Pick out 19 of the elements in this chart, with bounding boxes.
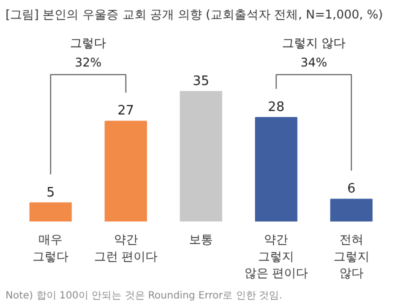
data-label: 28 [268, 100, 284, 115]
bar [104, 120, 147, 222]
chart-title: [그림] 본인의 우울증 교회 공개 의향 (교회출석자 전체, N=1,000, %) [6, 8, 383, 22]
x-tick-label: 전혀 그렇지 않다 [333, 232, 370, 280]
bar [180, 91, 222, 222]
data-label: 5 [46, 185, 55, 200]
text: 그렇다 32% [70, 36, 106, 70]
bar [29, 202, 72, 222]
x-tick-label: 약간 그렇지 않은 편이다 [244, 232, 308, 280]
text: Note) 합이 100이 안되는 것은 Rounding Error로 인한 것임. [6, 290, 282, 302]
data-label: 35 [192, 74, 210, 89]
data-label: 27 [118, 104, 134, 119]
x-tick-label: 보통 [189, 232, 213, 246]
x-tick-label: 약간 그런 편이다 [94, 232, 158, 264]
text: 그렇지 않다 34% [282, 36, 346, 70]
bar [255, 117, 298, 222]
x-tick-label: 매우 그렇다 [32, 232, 69, 264]
data-label: 6 [347, 182, 356, 197]
bar [330, 198, 373, 222]
